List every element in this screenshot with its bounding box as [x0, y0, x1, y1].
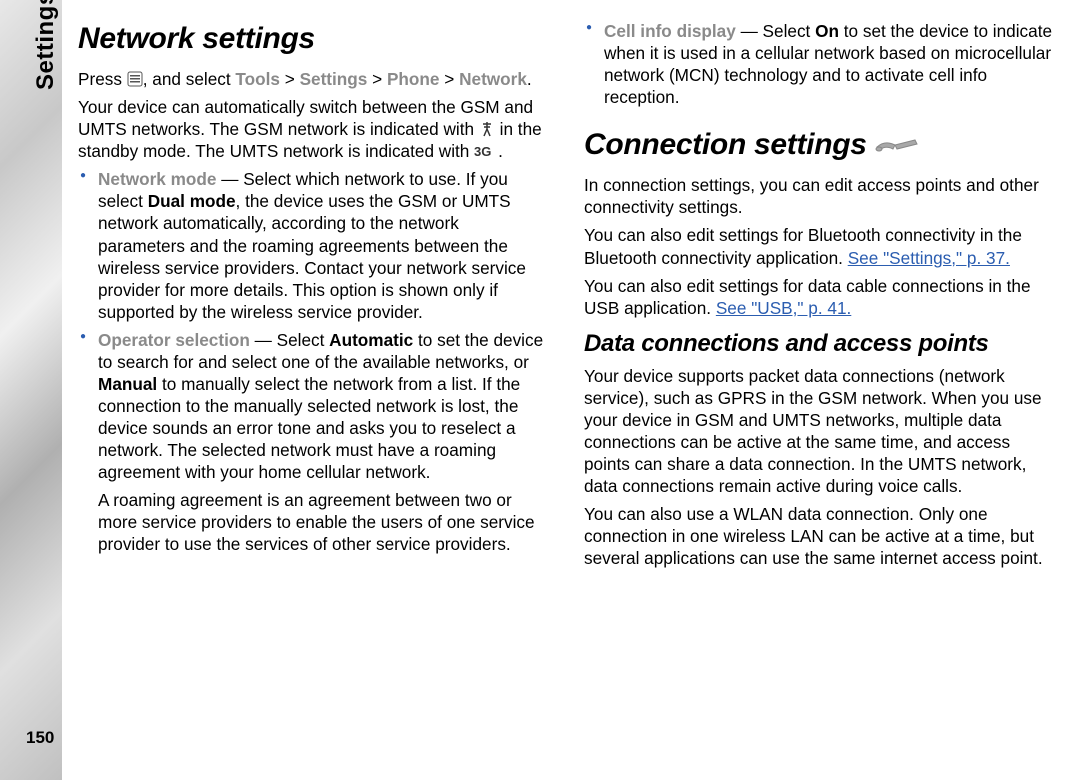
- link-settings-p37[interactable]: See "Settings," p. 37.: [848, 248, 1010, 268]
- bullet-cell-info: Cell info display — Select On to set the…: [604, 20, 1056, 108]
- data-conn-para2: You can also use a WLAN data connection.…: [584, 503, 1056, 569]
- conn-bt: You can also edit settings for Bluetooth…: [584, 224, 1056, 268]
- network-bullet-list: Network mode — Select which network to u…: [78, 168, 550, 482]
- heading-connection-settings: Connection settings: [584, 126, 921, 164]
- umts-3g-icon: 3G: [474, 142, 498, 158]
- connection-icon: [871, 130, 921, 160]
- page-number: 150: [26, 728, 54, 748]
- page-content: Network settings Press , and select Tool…: [78, 20, 1056, 760]
- gsm-signal-icon: [479, 120, 495, 136]
- section-tab-label: Settings: [32, 0, 60, 90]
- cell-info-list: Cell info display — Select On to set the…: [584, 20, 1056, 108]
- menu-key-icon: [127, 70, 143, 86]
- left-column: Network settings Press , and select Tool…: [78, 20, 550, 760]
- bullet-network-mode: Network mode — Select which network to u…: [98, 168, 550, 322]
- conn-intro: In connection settings, you can edit acc…: [584, 174, 1056, 218]
- bullet-operator-selection: Operator selection — Select Automatic to…: [98, 329, 550, 483]
- link-usb-p41[interactable]: See "USB," p. 41.: [716, 298, 851, 318]
- conn-usb: You can also edit settings for data cabl…: [584, 275, 1056, 319]
- sidebar: Settings 150: [0, 0, 62, 780]
- nav-path: Press , and select Tools > Settings > Ph…: [78, 68, 550, 90]
- network-intro: Your device can automatically switch bet…: [78, 96, 550, 162]
- heading-network-settings: Network settings: [78, 20, 550, 58]
- heading-data-connections: Data connections and access points: [584, 329, 1056, 360]
- right-column: Cell info display — Select On to set the…: [584, 20, 1056, 760]
- data-conn-para1: Your device supports packet data connect…: [584, 365, 1056, 497]
- svg-text:3G: 3G: [474, 144, 491, 159]
- roaming-note: A roaming agreement is an agreement betw…: [78, 489, 550, 555]
